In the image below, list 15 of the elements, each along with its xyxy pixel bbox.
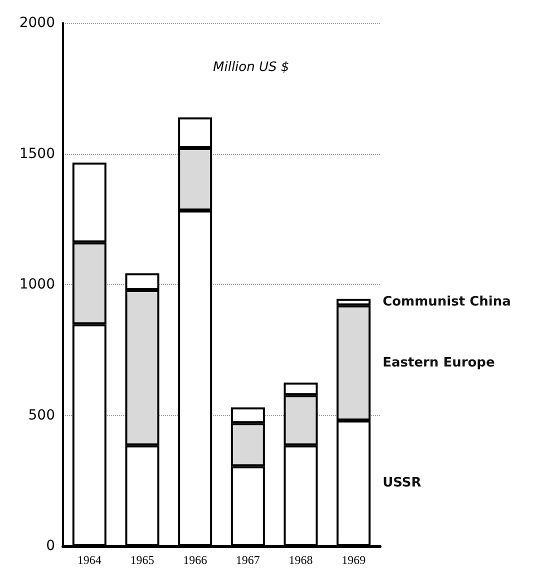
series-label: Communist China <box>382 294 511 310</box>
series-label: Eastern Europe <box>382 355 495 370</box>
text: Million US $ <box>213 60 290 75</box>
y-tick-label: 500 <box>28 407 55 424</box>
y-tick-label: 1500 <box>19 146 55 162</box>
x-tick-label: 1964 <box>77 553 102 567</box>
x-tick-label: 1966 <box>183 553 208 567</box>
x-tick-label: 1969 <box>342 553 366 567</box>
x-tick-label: 1965 <box>130 553 154 567</box>
x-tick-label: 1968 <box>288 553 313 567</box>
series-label: USSR <box>382 476 422 491</box>
x-tick-label: 1967 <box>236 553 260 567</box>
y-tick-label: 1000 <box>19 276 55 292</box>
y-tick-label: 2000 <box>19 15 55 31</box>
y-tick-label: 0 <box>46 538 55 554</box>
